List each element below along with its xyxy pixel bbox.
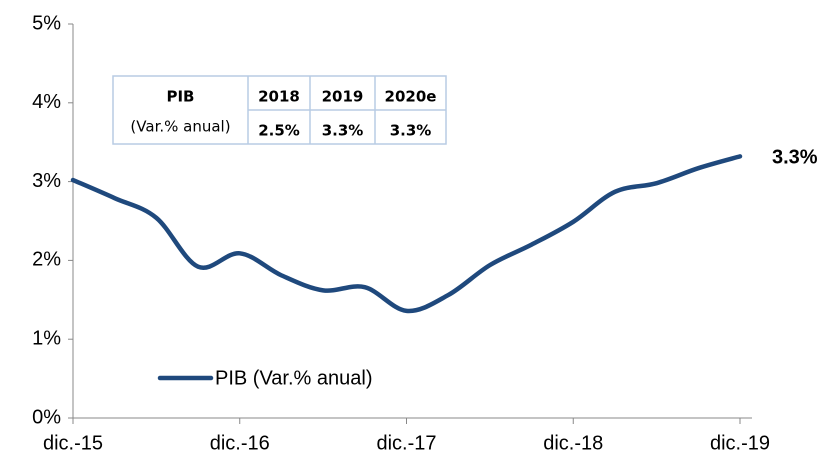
x-tick-label: dic.-17 bbox=[376, 432, 436, 454]
y-tick-label: 5% bbox=[32, 12, 61, 34]
data-label: 3.3% bbox=[772, 147, 818, 169]
table-header: PIB bbox=[166, 88, 194, 106]
y-tick-label: 2% bbox=[32, 249, 61, 271]
table-cell: 3.3% bbox=[322, 122, 364, 140]
data-line bbox=[70, 154, 743, 314]
table-header: 2019 bbox=[322, 88, 364, 106]
legend-label: PIB (Var.% anual) bbox=[215, 367, 372, 389]
table-row-label: (Var.% anual) bbox=[130, 118, 230, 136]
y-tick-label: 0% bbox=[32, 406, 61, 428]
x-tick-label: dic.-16 bbox=[210, 432, 270, 454]
table-header: 2018 bbox=[258, 88, 300, 106]
table-cell: 2.5% bbox=[258, 122, 300, 140]
x-tick-label: dic.-19 bbox=[710, 432, 770, 454]
y-tick-label: 4% bbox=[32, 91, 61, 113]
y-tick-label: 3% bbox=[32, 170, 61, 192]
y-tick-label: 1% bbox=[32, 327, 61, 349]
table-header: 2020e bbox=[385, 88, 437, 106]
table-cell: 3.3% bbox=[390, 122, 432, 140]
x-tick-label: dic.-18 bbox=[543, 432, 603, 454]
x-tick-label: dic.-15 bbox=[43, 432, 103, 454]
